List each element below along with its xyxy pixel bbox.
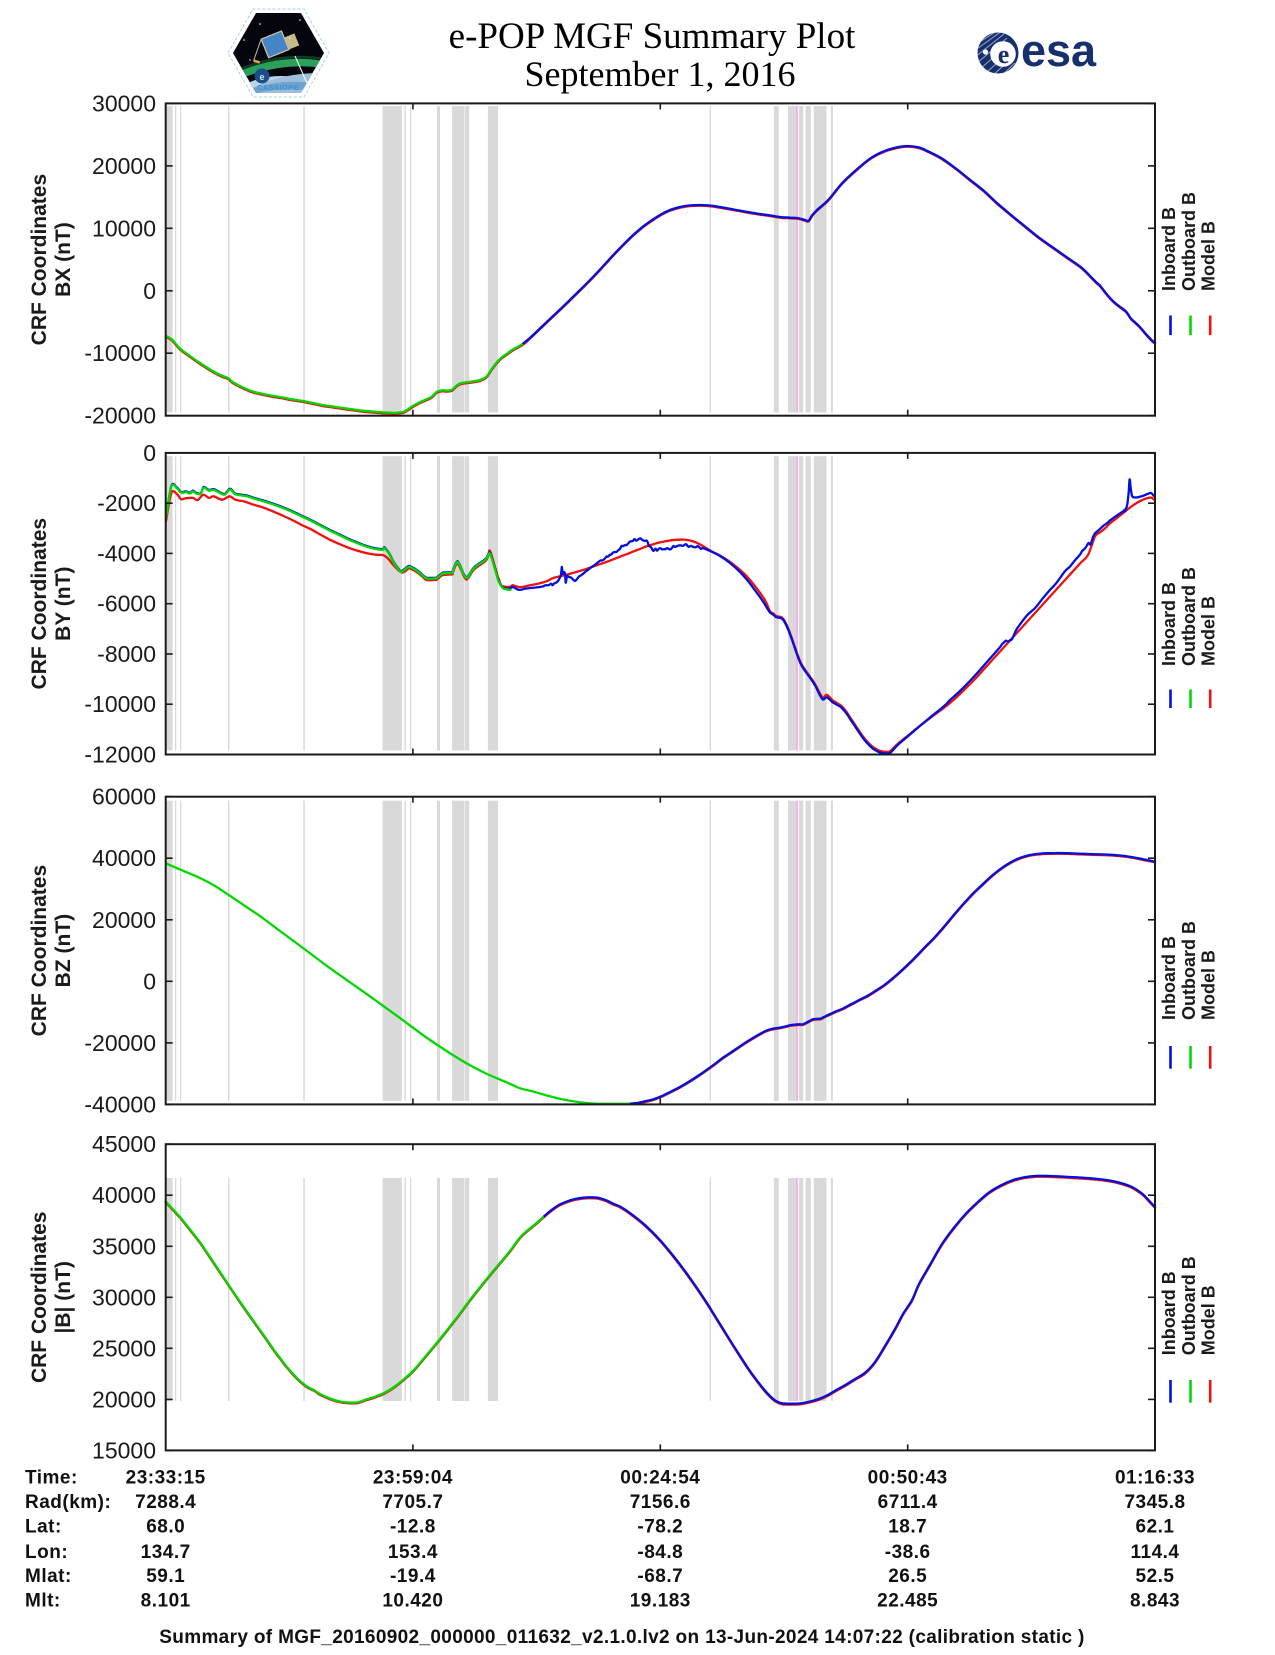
svg-text:Summary of MGF_20160902_000000: Summary of MGF_20160902_000000_011632_v2… (159, 1627, 1084, 1648)
svg-text:0: 0 (143, 440, 156, 466)
svg-text:-6000: -6000 (97, 591, 156, 617)
svg-text:134.7: 134.7 (141, 1542, 191, 1563)
svg-text:00:24:54: 00:24:54 (620, 1468, 700, 1489)
svg-text:114.4: 114.4 (1131, 1542, 1180, 1563)
svg-text:-12.8: -12.8 (390, 1516, 436, 1537)
svg-text:01:16:33: 01:16:33 (1115, 1468, 1195, 1489)
svg-text:Rad(km):: Rad(km): (25, 1492, 111, 1513)
svg-text:8.101: 8.101 (141, 1591, 191, 1612)
svg-text:Model B: Model B (1199, 596, 1219, 666)
svg-text:10.420: 10.420 (382, 1591, 443, 1612)
svg-text:00:50:43: 00:50:43 (868, 1468, 948, 1489)
svg-text:e: e (259, 72, 264, 82)
svg-text:CRF Coordinates: CRF Coordinates (28, 865, 51, 1037)
svg-text:-38.6: -38.6 (885, 1542, 931, 1563)
svg-text:-78.2: -78.2 (637, 1516, 683, 1537)
svg-text:22.485: 22.485 (877, 1591, 938, 1612)
svg-text:15000: 15000 (92, 1437, 156, 1463)
svg-text:BY (nT): BY (nT) (52, 567, 75, 641)
svg-text:19.183: 19.183 (630, 1591, 691, 1612)
svg-text:23:59:04: 23:59:04 (373, 1468, 453, 1489)
svg-text:30000: 30000 (92, 90, 156, 116)
svg-text:30000: 30000 (92, 1284, 156, 1310)
svg-text:CRF Coordinates: CRF Coordinates (28, 1212, 51, 1384)
svg-text:35000: 35000 (92, 1233, 156, 1259)
svg-text:40000: 40000 (92, 1182, 156, 1208)
svg-text:18.7: 18.7 (888, 1516, 927, 1537)
svg-text:-8000: -8000 (97, 641, 156, 667)
svg-text:|B| (nT): |B| (nT) (52, 1261, 75, 1333)
svg-text:CASSIOPE: CASSIOPE (257, 83, 299, 92)
svg-text:59.1: 59.1 (146, 1566, 185, 1587)
svg-text:-68.7: -68.7 (637, 1566, 683, 1587)
svg-text:Inboard B: Inboard B (1159, 207, 1179, 291)
svg-text:40000: 40000 (92, 845, 156, 871)
svg-text:Lat:: Lat: (25, 1516, 62, 1537)
svg-text:-84.8: -84.8 (637, 1542, 683, 1563)
svg-text:25000: 25000 (92, 1335, 156, 1361)
svg-text:0: 0 (143, 278, 156, 304)
svg-text:Time:: Time: (25, 1468, 78, 1489)
svg-text:Inboard B: Inboard B (1159, 1271, 1179, 1355)
svg-text:20000: 20000 (92, 1386, 156, 1412)
svg-text:-10000: -10000 (84, 691, 156, 717)
svg-text:23:33:15: 23:33:15 (126, 1468, 206, 1489)
svg-text:Inboard B: Inboard B (1159, 936, 1179, 1020)
svg-text:20000: 20000 (92, 907, 156, 933)
svg-text:Model B: Model B (1199, 950, 1219, 1020)
svg-text:September 1, 2016: September 1, 2016 (525, 54, 796, 94)
svg-text:Model B: Model B (1199, 1285, 1219, 1355)
svg-text:10000: 10000 (92, 215, 156, 241)
svg-text:-2000: -2000 (97, 490, 156, 516)
svg-text:Inboard B: Inboard B (1159, 582, 1179, 666)
svg-text:Outboard B: Outboard B (1179, 567, 1199, 666)
svg-text:Model B: Model B (1199, 221, 1219, 291)
svg-text:-19.4: -19.4 (390, 1566, 436, 1587)
svg-text:7705.7: 7705.7 (382, 1492, 443, 1513)
svg-text:0: 0 (143, 968, 156, 994)
svg-text:Lon:: Lon: (25, 1542, 68, 1563)
svg-text:7288.4: 7288.4 (135, 1492, 196, 1513)
svg-text:8.843: 8.843 (1130, 1591, 1180, 1612)
svg-text:68.0: 68.0 (146, 1516, 185, 1537)
svg-text:45000: 45000 (92, 1131, 156, 1157)
svg-text:-20000: -20000 (84, 403, 156, 429)
svg-text:Outboard B: Outboard B (1179, 1256, 1199, 1355)
svg-text:-10000: -10000 (84, 340, 156, 366)
svg-text:CRF Coordinates: CRF Coordinates (28, 174, 51, 346)
svg-text:-4000: -4000 (97, 540, 156, 566)
svg-text:CRF Coordinates: CRF Coordinates (28, 518, 51, 690)
svg-text:-20000: -20000 (84, 1030, 156, 1056)
svg-text:26.5: 26.5 (888, 1566, 927, 1587)
svg-text:Outboard B: Outboard B (1179, 921, 1199, 1020)
svg-text:7156.6: 7156.6 (630, 1492, 691, 1513)
svg-text:Mlat:: Mlat: (25, 1566, 72, 1587)
svg-text:6711.4: 6711.4 (878, 1492, 938, 1513)
svg-text:52.5: 52.5 (1136, 1566, 1175, 1587)
svg-text:Outboard B: Outboard B (1179, 192, 1199, 291)
svg-text:153.4: 153.4 (388, 1542, 438, 1563)
svg-text:-12000: -12000 (84, 742, 156, 768)
svg-text:e-POP MGF Summary Plot: e-POP MGF Summary Plot (449, 16, 856, 57)
svg-text:Mlt:: Mlt: (25, 1591, 61, 1612)
svg-text:BX (nT): BX (nT) (52, 222, 75, 297)
svg-text:-40000: -40000 (84, 1091, 156, 1117)
svg-text:60000: 60000 (92, 784, 156, 810)
svg-text:20000: 20000 (92, 153, 156, 179)
svg-text:esa: esa (1021, 25, 1097, 76)
svg-text:BZ (nT): BZ (nT) (52, 914, 75, 987)
svg-text:62.1: 62.1 (1136, 1516, 1175, 1537)
svg-text:e: e (998, 40, 1010, 69)
svg-text:7345.8: 7345.8 (1124, 1492, 1185, 1513)
